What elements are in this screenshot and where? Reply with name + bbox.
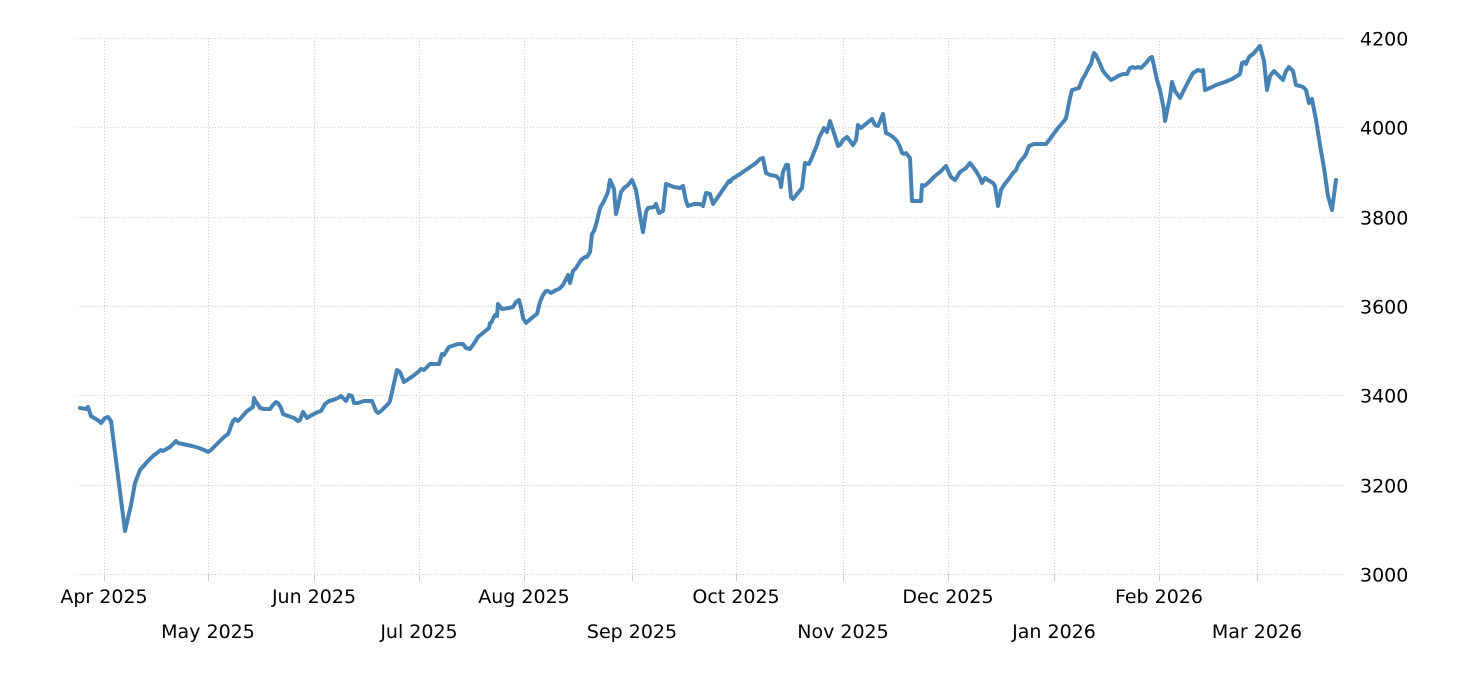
- series-line-index: [78, 44, 1338, 533]
- x-tick-label: Mar 2026: [1212, 621, 1302, 643]
- y-tick-label: 3200: [1360, 476, 1408, 498]
- x-tick-label: Dec 2025: [902, 586, 993, 608]
- x-tick-label: Jun 2025: [271, 586, 356, 608]
- x-axis-labels: Apr 2025 May 2025 Jun 2025 Jul 2025 Aug 2025…: [60, 586, 1302, 643]
- x-tick-label: Nov 2025: [797, 621, 888, 643]
- x-tick-label: Oct 2025: [692, 586, 779, 608]
- x-tick-label: May 2025: [161, 621, 255, 643]
- horizontal-gridlines: [77, 38, 1345, 575]
- y-tick-label: 4000: [1360, 118, 1408, 140]
- y-tick-label: 3600: [1360, 297, 1408, 319]
- x-tick-label: Sep 2025: [587, 621, 677, 643]
- y-axis-labels: 3000 3200 3400 3600 3800 4000 4200: [1360, 29, 1408, 587]
- x-tick-label: Jul 2025: [379, 621, 457, 643]
- vertical-gridlines: [104, 38, 1258, 581]
- y-tick-label: 4200: [1360, 29, 1408, 51]
- x-tick-label: Apr 2025: [60, 586, 147, 608]
- y-tick-label: 3000: [1360, 565, 1408, 587]
- y-tick-label: 3800: [1360, 208, 1408, 230]
- x-tick-label: Feb 2026: [1115, 586, 1203, 608]
- x-tick-label: Jan 2026: [1011, 621, 1096, 643]
- x-tick-label: Aug 2025: [478, 586, 570, 608]
- y-tick-label: 3400: [1360, 386, 1408, 408]
